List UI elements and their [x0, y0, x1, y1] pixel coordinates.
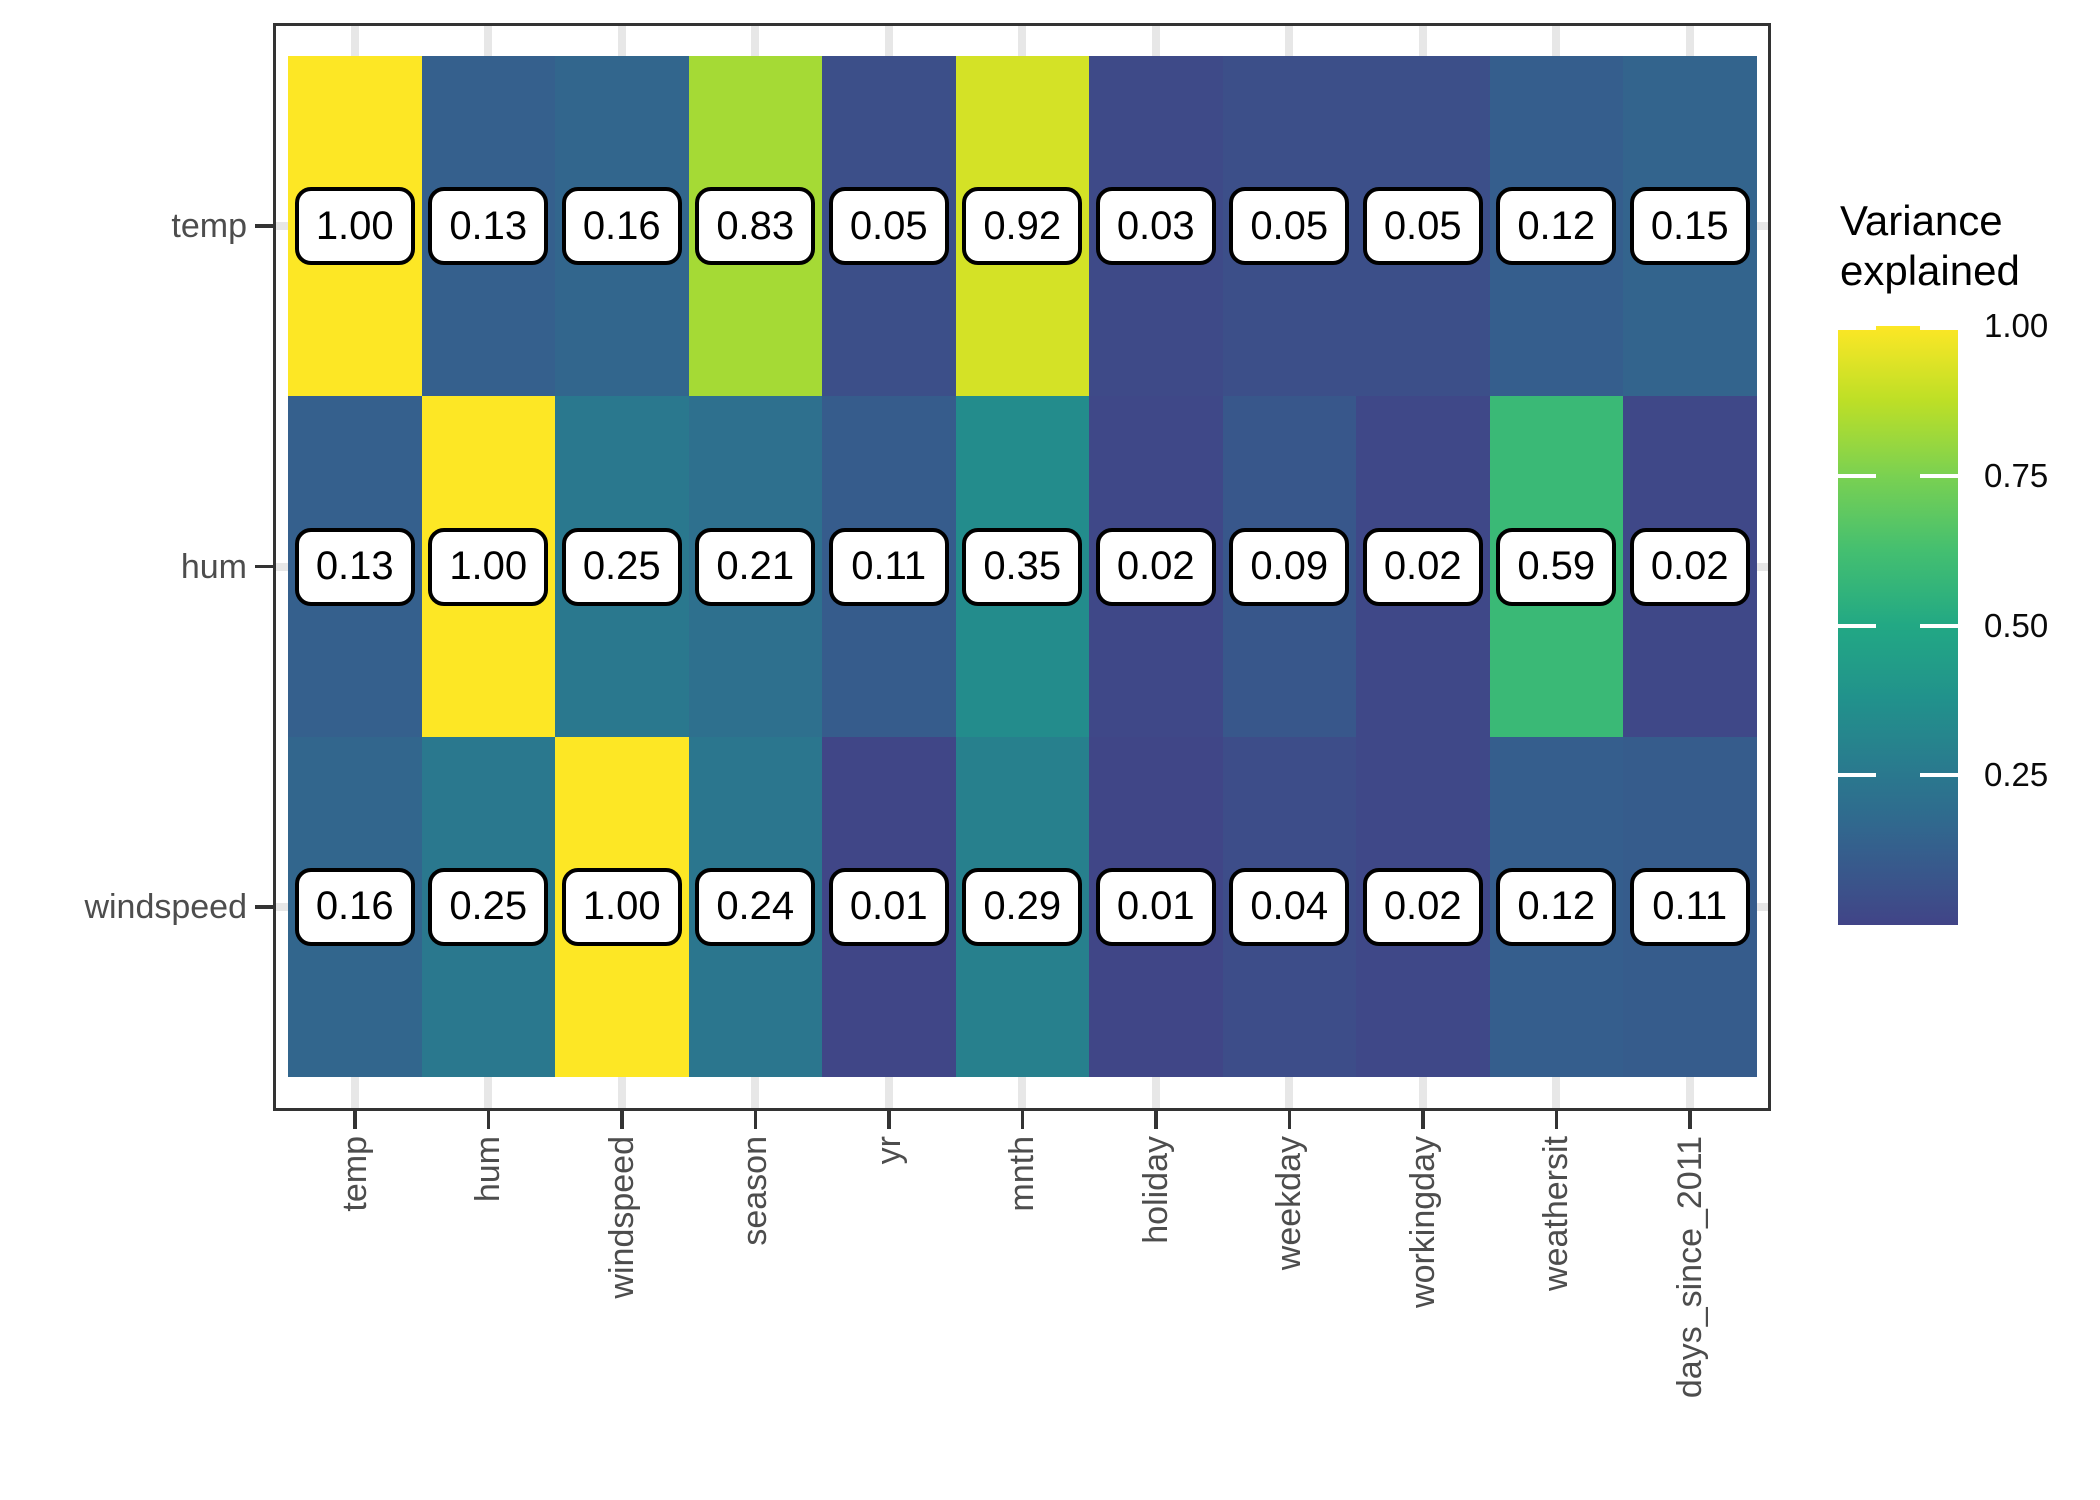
cell-value-label: 0.02	[1362, 867, 1483, 946]
x-axis-tick	[1554, 1111, 1558, 1129]
cell-value-label: 0.35	[962, 527, 1083, 606]
x-axis-label: yr	[869, 1136, 908, 1165]
cell-value-label: 0.13	[294, 527, 415, 606]
x-axis-label: mnth	[1003, 1136, 1042, 1212]
legend-tick-mark	[1838, 623, 1876, 628]
cell-value-label: 0.16	[294, 867, 415, 946]
cell-value-label: 1.00	[428, 527, 549, 606]
y-axis-tick	[255, 564, 273, 569]
y-axis-label: hum	[180, 547, 247, 586]
cell-value-label: 1.00	[561, 867, 682, 946]
legend-tick-mark	[1920, 773, 1958, 778]
x-axis-label: weekday	[1270, 1136, 1309, 1271]
cell-value-label: 0.92	[962, 187, 1083, 266]
y-axis-tick	[255, 905, 273, 909]
x-axis-label: holiday	[1136, 1136, 1175, 1244]
x-axis-label: days_since_2011	[1670, 1136, 1709, 1399]
x-axis-tick	[1688, 1111, 1692, 1129]
x-axis-label: temp	[335, 1136, 374, 1212]
cell-value-label: 0.15	[1629, 187, 1750, 266]
x-axis-tick	[486, 1111, 490, 1129]
y-axis-label: temp	[171, 207, 247, 246]
x-axis-tick	[1154, 1111, 1158, 1129]
legend-tick-mark	[1920, 623, 1958, 628]
x-axis-tick	[1421, 1111, 1425, 1129]
cell-value-label: 0.29	[962, 867, 1083, 946]
x-axis-label: weathersit	[1537, 1136, 1576, 1291]
x-axis-tick	[1287, 1111, 1291, 1129]
x-axis-label: workingday	[1403, 1136, 1442, 1308]
y-axis-tick	[255, 224, 273, 228]
cell-value-label: 0.16	[561, 187, 682, 266]
legend-title: Variance explained	[1840, 197, 2020, 294]
x-axis-tick	[620, 1111, 624, 1129]
cell-value-label: 0.03	[1095, 187, 1216, 266]
cell-value-label: 0.05	[1362, 187, 1483, 266]
cell-value-label: 0.05	[828, 187, 949, 266]
x-axis-label: season	[736, 1136, 775, 1246]
cell-value-label: 0.24	[695, 867, 816, 946]
cell-value-label: 0.02	[1629, 527, 1750, 606]
cell-value-label: 0.25	[561, 527, 682, 606]
legend-tick-label: 1.00	[1984, 307, 2049, 344]
cell-value-label: 0.09	[1229, 527, 1350, 606]
legend-tick-mark	[1838, 773, 1876, 778]
legend-tick-label: 0.25	[1984, 756, 2049, 794]
x-axis-tick	[887, 1111, 891, 1129]
x-axis-tick	[753, 1111, 757, 1129]
cell-value-label: 0.04	[1229, 867, 1350, 946]
cell-value-label: 0.02	[1362, 527, 1483, 606]
x-axis-label: hum	[469, 1136, 508, 1203]
y-axis-label: windspeed	[84, 887, 247, 926]
cell-value-label: 0.59	[1496, 527, 1617, 606]
cell-value-label: 0.21	[695, 527, 816, 606]
cell-value-label: 1.00	[294, 187, 415, 266]
legend-tick-mark	[1920, 473, 1958, 478]
legend-tick-mark	[1838, 473, 1876, 478]
plot-panel: 1.00 0.13 0.16 0.83 0.05 0.92 0.03 0.05 0.05 0.12…	[273, 23, 1771, 1111]
cell-value-label: 0.83	[695, 187, 816, 266]
x-axis-tick	[353, 1111, 357, 1129]
legend-tick-mark	[1920, 326, 1958, 330]
cell-value-label: 0.02	[1095, 527, 1216, 606]
cell-value-label: 0.12	[1496, 867, 1617, 946]
legend-tick-label: 0.75	[1984, 456, 2049, 494]
cell-value-label: 0.25	[428, 867, 549, 946]
cell-value-label: 0.12	[1496, 187, 1617, 266]
legend-tick-label: 0.50	[1984, 606, 2049, 644]
legend-tick-mark	[1838, 326, 1876, 330]
cell-value-label: 0.13	[428, 187, 549, 266]
x-axis-tick	[1020, 1111, 1024, 1129]
cell-value-label: 0.11	[828, 527, 949, 606]
cell-value-label: 0.11	[1629, 867, 1750, 946]
heatmap-tiles: 1.00 0.13 0.16 0.83 0.05 0.92 0.03 0.05 0.05 0.12…	[288, 56, 1757, 1077]
cell-value-label: 0.01	[828, 867, 949, 946]
cell-value-label: 0.05	[1229, 187, 1350, 266]
cell-value-label: 0.01	[1095, 867, 1216, 946]
x-axis-label: windspeed	[602, 1136, 641, 1299]
